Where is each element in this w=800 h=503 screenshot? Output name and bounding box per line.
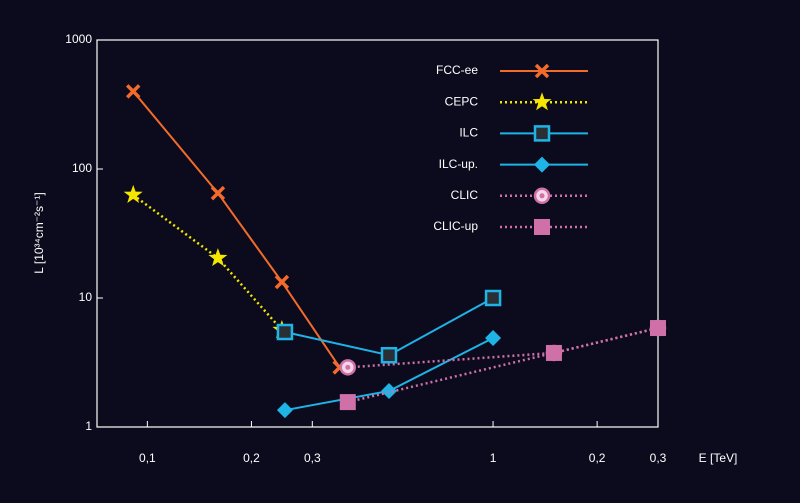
- legend-label: ILC-up.: [439, 157, 478, 171]
- marker-diamond: [380, 383, 397, 400]
- x-tick-label: 1: [490, 451, 497, 465]
- marker-square: [380, 346, 398, 364]
- marker-ring-center: [539, 193, 545, 199]
- marker: [534, 156, 550, 173]
- marker-square: [534, 219, 550, 235]
- marker-x: [125, 84, 141, 99]
- marker: [208, 248, 228, 267]
- marker: [380, 383, 397, 400]
- legend-label: CEPC: [445, 94, 479, 108]
- marker: [123, 184, 143, 203]
- marker: [339, 394, 356, 411]
- marker: [125, 84, 141, 99]
- marker: [274, 274, 290, 290]
- y-axis-label: L [10³⁴cm⁻²s⁻¹]: [32, 192, 46, 273]
- marker: [650, 320, 666, 337]
- marker: [339, 359, 357, 376]
- y-tick-label: 1: [85, 419, 92, 433]
- marker-x: [274, 274, 290, 290]
- marker: [276, 323, 294, 341]
- y-tick-label: 100: [72, 161, 92, 175]
- legend-label: ILC: [459, 126, 478, 140]
- marker: [532, 92, 552, 111]
- marker: [545, 344, 562, 361]
- marker-star: [123, 184, 143, 203]
- x-tick-label: 0,1: [139, 451, 156, 465]
- marker-diamond: [534, 156, 550, 173]
- legend-label: FCC-ee: [436, 63, 478, 77]
- marker-diamond: [485, 329, 502, 346]
- marker-ring-center: [345, 364, 351, 370]
- marker: [210, 185, 226, 201]
- marker-x: [534, 63, 550, 79]
- marker: [533, 125, 551, 142]
- marker-square: [650, 320, 666, 337]
- y-tick-label: 1000: [65, 32, 92, 46]
- marker-diamond: [276, 402, 293, 419]
- plot-frame: [96, 39, 659, 428]
- y-tick-label: 10: [79, 290, 93, 304]
- marker: [533, 187, 551, 205]
- x-tick-label: 0,3: [650, 451, 667, 465]
- x-tick-label: 0,2: [589, 451, 606, 465]
- legend-label: CLIC-up: [433, 219, 478, 233]
- marker: [484, 289, 502, 307]
- x-tick-label: 0,2: [243, 451, 260, 465]
- marker-square: [533, 125, 551, 142]
- marker-x: [210, 185, 226, 201]
- legend-label: CLIC: [451, 188, 479, 202]
- series-line: [132, 90, 341, 368]
- marker-square: [339, 394, 356, 411]
- marker-square: [276, 323, 294, 341]
- x-tick-label: 0,3: [304, 451, 321, 465]
- marker: [485, 329, 502, 346]
- marker: [534, 219, 550, 235]
- x-axis-label: E [TeV]: [699, 451, 738, 465]
- marker: [276, 402, 293, 419]
- marker-square: [545, 344, 562, 361]
- marker-star: [532, 92, 552, 111]
- marker: [534, 63, 550, 79]
- marker: [380, 346, 398, 364]
- marker-star: [208, 248, 228, 267]
- marker-square: [484, 289, 502, 307]
